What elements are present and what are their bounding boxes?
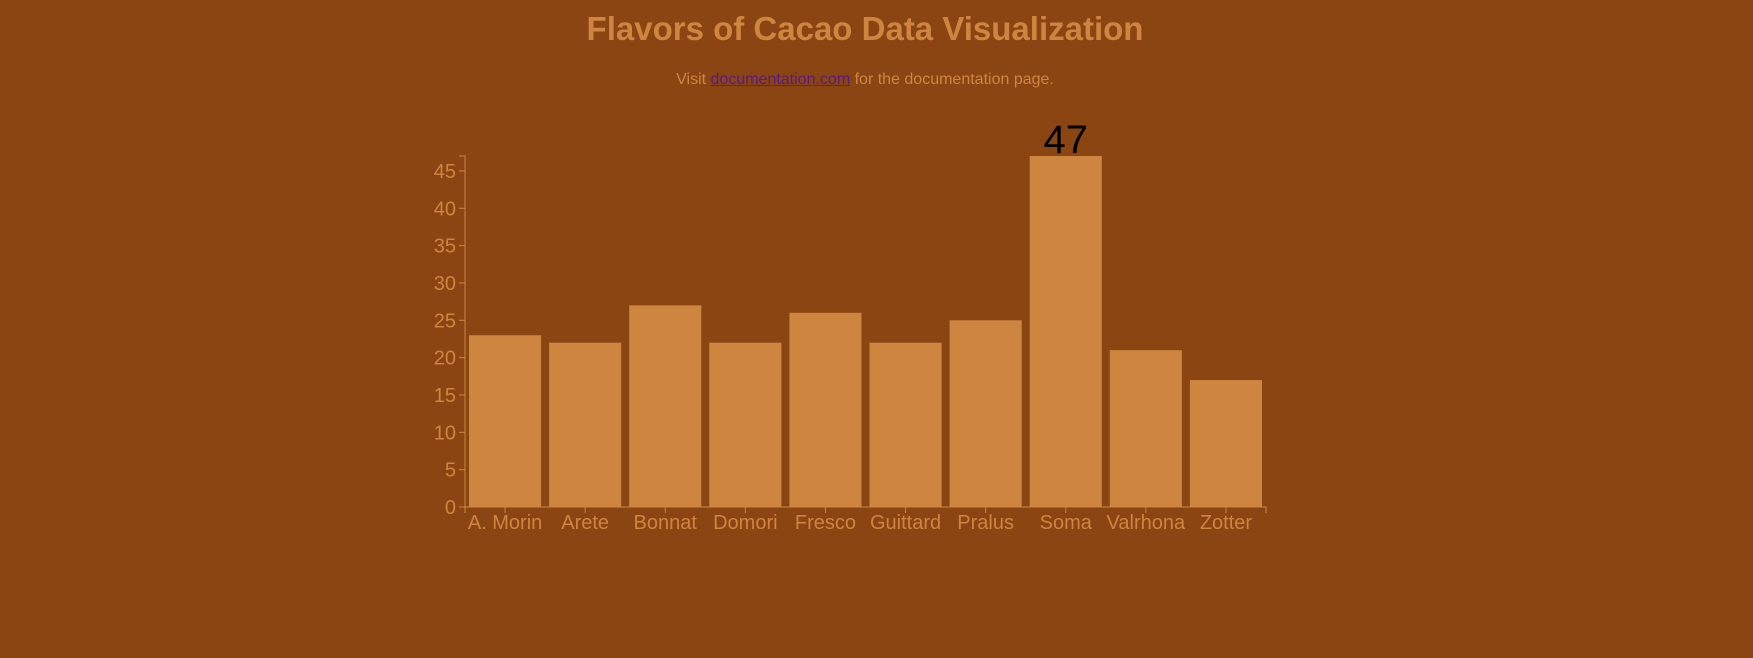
x-axis-line xyxy=(464,506,1267,513)
bar-domori[interactable] xyxy=(709,342,782,507)
bar-zotter[interactable] xyxy=(1189,380,1262,507)
y-tick-label: 25 xyxy=(434,310,456,332)
x-tick-label: Zotter xyxy=(1200,512,1253,534)
y-tick-label: 30 xyxy=(434,273,456,295)
x-axis: A. Morin Arete Bonnat Domori Fresco Guittard P… xyxy=(464,506,1267,534)
y-tick-label: 20 xyxy=(434,348,456,370)
x-tick-label: Valrhona xyxy=(1107,512,1186,534)
page-title: Flavors of Cacao Data Visualization xyxy=(586,10,1144,47)
x-tick-label: Soma xyxy=(1040,512,1093,534)
y-tick-label: 0 xyxy=(445,497,456,519)
x-tick-label: Pralus xyxy=(957,512,1014,534)
y-tick-label: 10 xyxy=(434,422,456,444)
x-tick-label: Guittard xyxy=(870,512,941,534)
bar-fresco[interactable] xyxy=(789,312,862,507)
data-labels-layer: 47 xyxy=(1044,118,1089,162)
data-label-soma: 47 xyxy=(1044,118,1089,162)
bar-arete[interactable] xyxy=(549,342,622,507)
documentation-note: Visit documentation.com for the document… xyxy=(0,71,1730,89)
intro-suffix: for the documentation page. xyxy=(850,71,1054,88)
x-tick-label: Bonnat xyxy=(634,512,698,534)
bar-bonnat[interactable] xyxy=(629,305,702,507)
y-tick-label: 15 xyxy=(434,385,456,407)
bars-layer xyxy=(469,156,1262,507)
bar-guittard[interactable] xyxy=(869,342,942,507)
bar-pralus[interactable] xyxy=(949,320,1022,507)
intro-prefix: Visit xyxy=(676,71,711,88)
x-tick-label: Fresco xyxy=(795,512,856,534)
x-tick-label: Domori xyxy=(713,512,777,534)
y-tick-label: 40 xyxy=(434,198,456,220)
y-tick-label: 5 xyxy=(445,460,456,482)
x-tick-label: Arete xyxy=(561,512,609,534)
y-tick-label: 35 xyxy=(434,236,456,258)
y-tick-label: 45 xyxy=(434,161,456,183)
y-axis: 0 5 10 15 20 25 30 35 40 45 xyxy=(434,155,466,519)
x-tick-label: A. Morin xyxy=(468,512,542,534)
bar-a-morin[interactable] xyxy=(469,335,542,507)
documentation-link[interactable]: documentation.com xyxy=(710,71,851,88)
bar-valrhona[interactable] xyxy=(1109,350,1182,507)
bar-soma[interactable] xyxy=(1029,156,1102,507)
